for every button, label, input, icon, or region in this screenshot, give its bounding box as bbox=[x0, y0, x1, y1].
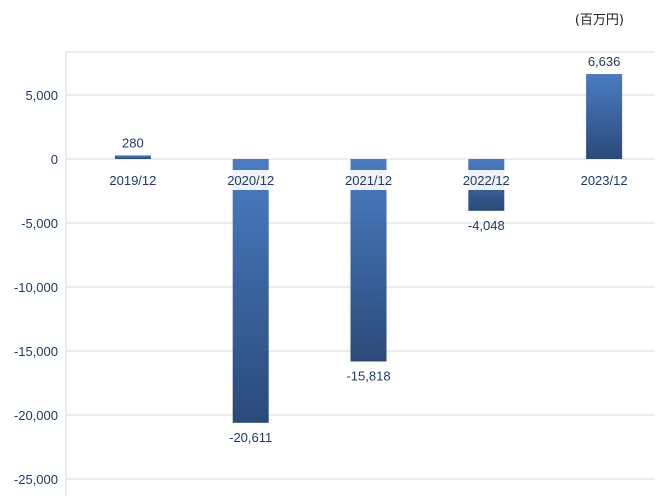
value-labels: 280 -20,611 -15,818 -4,048 6,636 bbox=[122, 54, 620, 445]
category-label: 2023/12 bbox=[581, 173, 628, 188]
value-label: 6,636 bbox=[588, 54, 621, 69]
category-label-bg bbox=[454, 170, 519, 190]
category-labels: 2019/12 2020/12 2021/12 2022/12 2023/12 bbox=[100, 170, 637, 190]
bar bbox=[114, 155, 151, 159]
unit-label: (百万円) bbox=[574, 13, 624, 28]
category-label: 2021/12 bbox=[345, 173, 392, 188]
bar bbox=[350, 159, 387, 362]
value-label: -15,818 bbox=[346, 368, 390, 383]
y-tick-label: -5,000 bbox=[21, 216, 58, 231]
category-label-bg bbox=[100, 170, 165, 190]
category-label-bg bbox=[572, 170, 637, 190]
category-label: 2020/12 bbox=[227, 173, 274, 188]
y-tick-label: -10,000 bbox=[14, 280, 58, 295]
category-label: 2019/12 bbox=[109, 173, 156, 188]
value-label: 280 bbox=[122, 135, 144, 150]
value-label: -20,611 bbox=[229, 430, 272, 445]
y-tick-label: 5,000 bbox=[25, 88, 58, 103]
y-axis-ticks: 5,000 0 -5,000 -10,000 -15,000 -20,000 -25,000 bbox=[14, 88, 58, 487]
value-label: -4,048 bbox=[468, 218, 505, 233]
plot-frame bbox=[65, 51, 655, 496]
y-tick-label: -15,000 bbox=[14, 344, 58, 359]
category-label-bg bbox=[218, 170, 283, 190]
bar bbox=[586, 74, 623, 159]
y-tick-label: -25,000 bbox=[14, 472, 58, 487]
category-label-bg bbox=[336, 170, 401, 190]
bar bbox=[232, 159, 269, 423]
y-tick-label: 0 bbox=[51, 152, 58, 167]
category-label: 2022/12 bbox=[463, 173, 510, 188]
y-tick-label: -20,000 bbox=[14, 408, 58, 423]
